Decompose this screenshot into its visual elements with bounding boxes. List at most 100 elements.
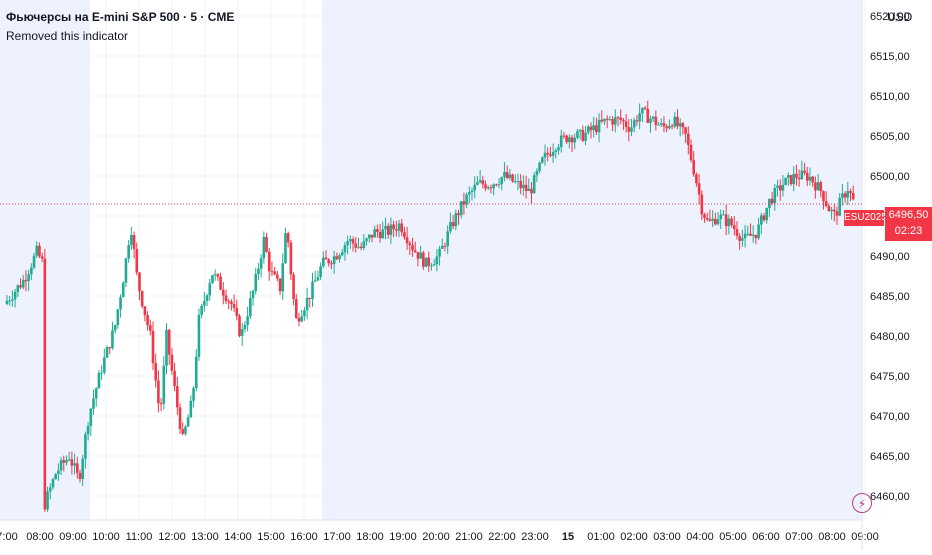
candle-body bbox=[311, 281, 314, 299]
candle-body bbox=[127, 245, 130, 259]
candle-body bbox=[643, 107, 647, 109]
candle-body bbox=[754, 234, 758, 239]
candle-body bbox=[235, 307, 239, 317]
candle-body bbox=[38, 245, 41, 257]
candle-body bbox=[146, 315, 149, 326]
candle-body bbox=[492, 184, 495, 189]
x-tick-label: 09:00 bbox=[59, 531, 87, 543]
y-tick-label: 6465,00 bbox=[870, 451, 910, 463]
candle-body bbox=[440, 245, 444, 249]
session-shade-right bbox=[322, 0, 862, 520]
candle-body bbox=[124, 258, 128, 283]
candle-body bbox=[614, 117, 617, 125]
candle-body bbox=[376, 229, 379, 233]
candle-body bbox=[216, 274, 220, 277]
currency-label[interactable]: USD bbox=[887, 10, 913, 24]
candle-body bbox=[470, 190, 474, 193]
candle-body bbox=[735, 228, 739, 236]
candle-body bbox=[227, 301, 230, 303]
candle-body bbox=[784, 177, 787, 185]
candle-body bbox=[273, 271, 276, 275]
candle-body bbox=[581, 129, 585, 141]
candle-body bbox=[589, 126, 593, 131]
candle-body bbox=[362, 241, 366, 249]
candle-body bbox=[473, 184, 477, 191]
candle-body bbox=[630, 127, 633, 132]
candle-body bbox=[851, 193, 855, 200]
candle-body bbox=[338, 255, 341, 260]
candle-body bbox=[43, 258, 47, 510]
candle-body bbox=[322, 257, 325, 267]
y-tick-label: 6475,00 bbox=[870, 371, 910, 383]
candle-body bbox=[668, 125, 671, 129]
candle-body bbox=[94, 388, 98, 399]
candle-body bbox=[205, 295, 209, 302]
candle-body bbox=[286, 233, 290, 243]
candle-body bbox=[430, 265, 433, 267]
y-tick-label: 6520,00 bbox=[870, 11, 910, 23]
candle-body bbox=[189, 400, 193, 418]
x-tick-label: 08:00 bbox=[818, 531, 846, 543]
candle-body bbox=[570, 137, 574, 143]
candle-body bbox=[270, 271, 274, 273]
candle-body bbox=[695, 174, 698, 184]
candle-body bbox=[692, 160, 696, 175]
candle-body bbox=[541, 157, 544, 163]
candle-body bbox=[319, 266, 322, 278]
candle-body bbox=[400, 223, 404, 233]
candle-body bbox=[349, 239, 352, 242]
last-price: 6496,50 bbox=[888, 209, 929, 221]
candle-body bbox=[327, 259, 331, 264]
candle-body bbox=[346, 241, 349, 246]
candle-body bbox=[21, 279, 25, 288]
candle-body bbox=[435, 256, 439, 265]
candle-body bbox=[638, 113, 641, 122]
candle-body bbox=[262, 236, 266, 259]
candle-body bbox=[449, 222, 452, 232]
candle-body bbox=[578, 129, 582, 132]
candle-body bbox=[603, 118, 606, 122]
candle-body bbox=[822, 191, 825, 202]
candle-body bbox=[527, 188, 531, 191]
candle-body bbox=[151, 330, 155, 364]
candle-body bbox=[516, 180, 520, 182]
candle-body bbox=[524, 184, 528, 191]
candle-body bbox=[305, 297, 309, 311]
candle-body bbox=[359, 246, 363, 249]
candle-body bbox=[700, 194, 704, 215]
candle-body bbox=[787, 175, 790, 178]
candle-body bbox=[676, 116, 679, 127]
candle-body bbox=[622, 119, 625, 122]
candle-body bbox=[565, 135, 568, 143]
x-tick-label: 03:00 bbox=[653, 531, 681, 543]
candle-body bbox=[208, 283, 212, 296]
candle-body bbox=[27, 274, 30, 282]
candle-body bbox=[765, 207, 769, 221]
candle-body bbox=[19, 285, 22, 288]
candle-body bbox=[194, 356, 198, 389]
candle-body bbox=[659, 123, 663, 125]
candle-body bbox=[446, 231, 449, 247]
candle-body bbox=[681, 123, 685, 128]
candle-body bbox=[641, 107, 644, 114]
candle-body bbox=[819, 182, 823, 192]
candle-body bbox=[386, 226, 390, 235]
candle-body bbox=[113, 324, 117, 331]
candle-body bbox=[86, 425, 90, 435]
candle-body bbox=[803, 170, 806, 173]
candle-body bbox=[162, 365, 166, 404]
candle-body bbox=[424, 257, 428, 267]
candle-body bbox=[211, 275, 214, 284]
candle-body bbox=[738, 235, 741, 241]
candle-body bbox=[238, 316, 241, 336]
candle-body bbox=[403, 232, 406, 238]
candle-body bbox=[719, 214, 723, 220]
last-price-tag: 6496,50 02:23 bbox=[885, 207, 932, 241]
y-tick-label: 6490,00 bbox=[870, 251, 910, 263]
candle-body bbox=[284, 233, 287, 264]
candle-body bbox=[219, 276, 222, 290]
candle-body bbox=[405, 237, 409, 244]
lightning-icon[interactable]: ⚡ bbox=[852, 493, 872, 513]
